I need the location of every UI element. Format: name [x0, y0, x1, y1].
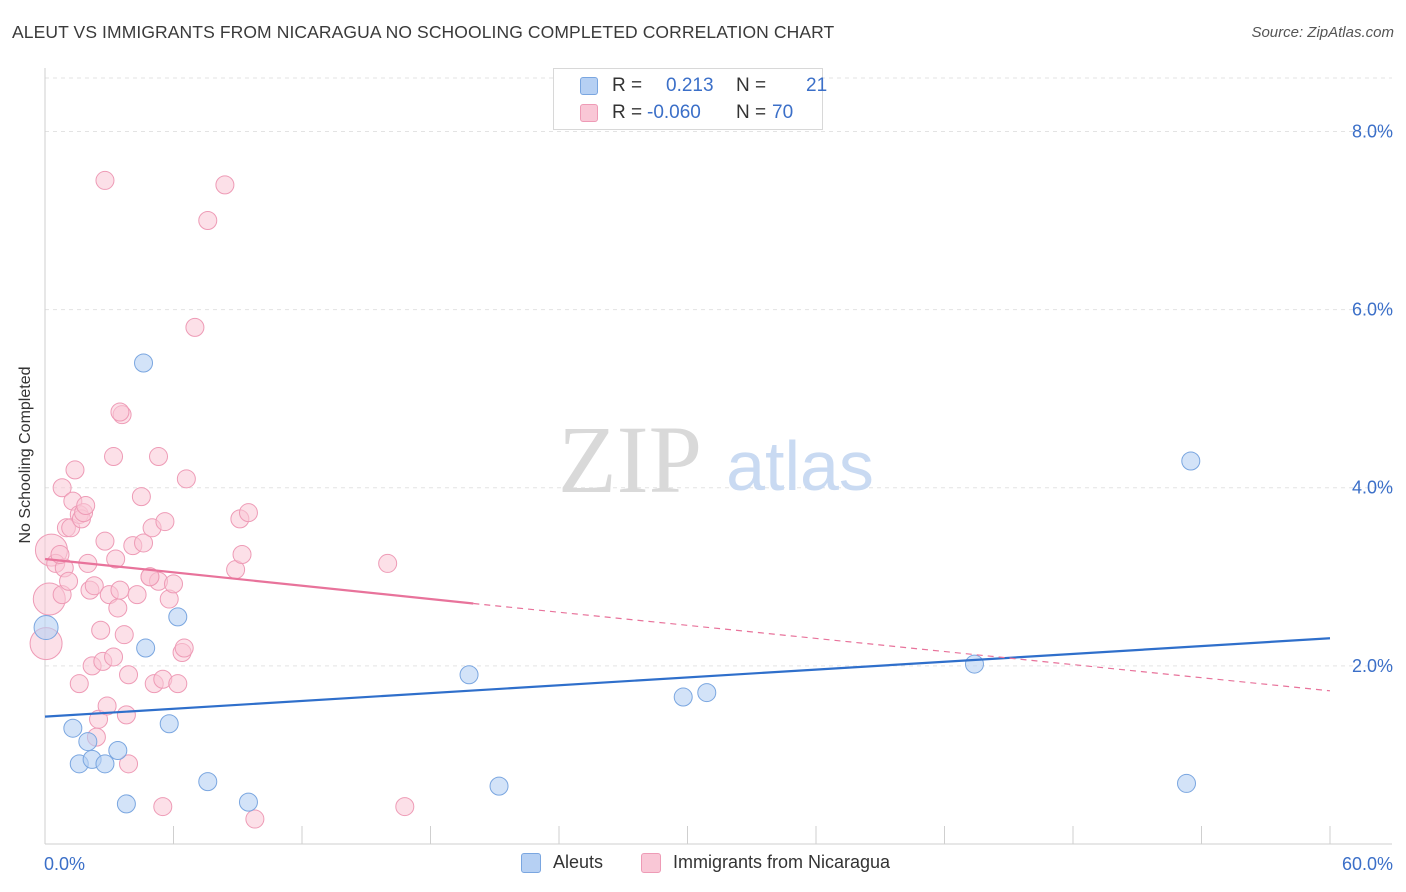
aleuts-point	[697, 683, 717, 703]
r-value: -0.060	[647, 102, 701, 123]
y-axis-label: No Schooling Completed	[17, 366, 34, 544]
nicaragua-point	[149, 447, 169, 467]
aleuts-point	[134, 353, 154, 373]
aleuts-point	[489, 776, 509, 796]
y-tick-label: 2.0%	[1352, 656, 1393, 676]
nicaragua-point	[140, 567, 160, 587]
aleuts-point	[964, 654, 984, 674]
nicaragua-legend-label: Immigrants from Nicaragua	[673, 852, 891, 872]
nicaragua-point	[164, 574, 183, 594]
nicaragua-trend-line	[44, 557, 474, 605]
r-label: R =	[612, 75, 643, 96]
nicaragua-point	[131, 487, 151, 507]
nicaragua-point	[245, 809, 265, 829]
nicaragua-point	[108, 598, 128, 618]
y-tick-label: 4.0%	[1352, 478, 1393, 498]
nicaragua-point	[395, 797, 415, 817]
x-tick-label: 0.0%	[44, 854, 85, 874]
nicaragua-trend-extension	[473, 602, 1331, 692]
nicaragua-point	[110, 580, 130, 600]
watermark-atlas: atlas	[726, 427, 874, 505]
nicaragua-point	[59, 571, 79, 591]
aleuts-point	[1177, 773, 1197, 793]
x-tick-label: 60.0%	[1342, 854, 1393, 874]
nicaragua-point	[65, 460, 85, 480]
nicaragua-swatch	[580, 104, 598, 122]
aleuts-point	[159, 714, 179, 734]
nicaragua-point	[110, 402, 130, 422]
aleuts-point	[459, 665, 479, 685]
nicaragua-point	[153, 797, 173, 817]
aleuts-point	[1181, 451, 1201, 471]
nicaragua-point	[116, 705, 136, 725]
nicaragua-point	[378, 553, 398, 573]
nicaragua-point	[215, 175, 235, 195]
aleuts-point	[168, 607, 188, 627]
series-nicaragua-points	[29, 170, 415, 829]
r-value: 0.213	[666, 75, 714, 96]
aleuts-point	[116, 794, 136, 814]
aleuts-swatch	[580, 77, 598, 95]
stats-legend-row-aleuts: R = 0.213 N = 21	[554, 73, 828, 99]
nicaragua-point	[69, 674, 89, 694]
nicaragua-point	[176, 469, 196, 489]
aleuts-point	[238, 792, 258, 812]
aleuts-point	[78, 732, 98, 752]
r-label: R =	[612, 102, 643, 123]
aleuts-point	[673, 687, 693, 707]
aleuts-point	[136, 638, 156, 658]
nicaragua-point	[95, 170, 115, 190]
nicaragua-point	[104, 647, 124, 667]
n-value: 70	[772, 102, 794, 123]
nicaragua-point	[174, 638, 194, 658]
y-tick-label: 6.0%	[1352, 300, 1393, 320]
nicaragua-point	[104, 447, 124, 467]
aleuts-point	[63, 718, 83, 738]
nicaragua-point	[238, 503, 258, 523]
nicaragua-point	[232, 545, 252, 565]
nicaragua-point	[127, 585, 147, 605]
n-value: 21	[806, 75, 828, 96]
n-label: N =	[736, 75, 767, 96]
nicaragua-point	[198, 211, 218, 231]
chart-title: ALEUT VS IMMIGRANTS FROM NICARAGUA NO SC…	[12, 22, 835, 42]
axis-layer	[44, 68, 1392, 845]
nicaragua-point	[134, 533, 154, 553]
nicaragua-point	[155, 512, 175, 532]
nicaragua-point	[119, 754, 139, 774]
nicaragua-point	[185, 317, 205, 337]
nicaragua-point	[106, 549, 126, 569]
source-credit: Source: ZipAtlas.com	[1251, 24, 1394, 41]
grid-layer	[45, 77, 1392, 667]
aleuts-trend-line	[44, 637, 1331, 718]
nicaragua-point	[119, 665, 139, 685]
aleuts-point	[108, 740, 128, 760]
nicaragua-point	[168, 674, 188, 694]
series-aleuts-points	[33, 353, 1201, 814]
nicaragua-point	[52, 478, 72, 498]
trend-lines	[44, 557, 1331, 718]
nicaragua-point	[76, 496, 96, 516]
nicaragua-point	[84, 576, 104, 596]
nicaragua-legend-swatch	[641, 853, 661, 873]
nicaragua-point	[91, 620, 111, 640]
aleuts-legend-swatch	[521, 853, 541, 873]
stats-legend-row-nicaragua: R = -0.060 N = 70	[554, 100, 824, 126]
stats-legend: R = 0.213 N = 21 R = -0.060 N = 70	[553, 68, 828, 130]
aleuts-legend-label: Aleuts	[553, 852, 604, 872]
nicaragua-point	[114, 625, 134, 645]
watermark: ZIP atlas	[558, 406, 874, 513]
n-label: N =	[736, 102, 767, 123]
y-tick-label: 8.0%	[1352, 121, 1393, 141]
aleuts-point	[33, 615, 59, 641]
aleuts-point	[198, 772, 218, 792]
aleuts-point	[95, 754, 115, 774]
nicaragua-point	[95, 531, 115, 551]
tick-labels: 2.0% 4.0% 6.0% 8.0% 0.0% 60.0%	[44, 121, 1393, 874]
nicaragua-point	[97, 696, 117, 716]
watermark-zip: ZIP	[558, 406, 702, 513]
